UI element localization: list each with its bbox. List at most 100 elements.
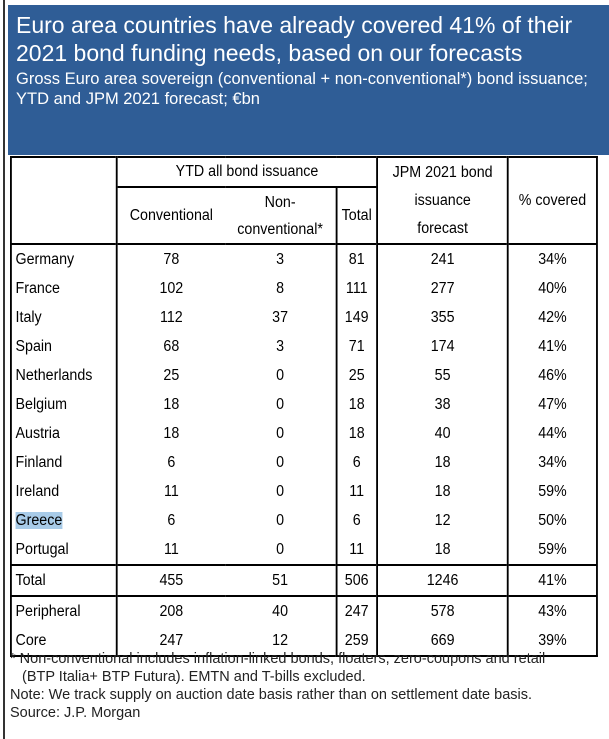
col-nonconventional: Non- conventional* (224, 186, 337, 244)
cell: 34% (507, 448, 597, 477)
cell: 43% (507, 595, 597, 626)
table-row: Ireland 11 0 11 18 59% (11, 477, 597, 506)
col-total: Total (335, 186, 378, 244)
footnote: * Non-conventional includes inflation-li… (10, 651, 546, 667)
col-label: Non- (264, 193, 296, 211)
cell: 40% (507, 274, 597, 303)
row-label-text: Portugal (15, 540, 69, 558)
table-row: Belgium 18 0 18 38 47% (11, 390, 597, 419)
source: Source: J.P. Morgan (10, 705, 141, 721)
row-label-text: Italy (15, 308, 42, 326)
table-row: Greece 6 0 6 12 50% (11, 506, 597, 535)
cell: 11 (335, 477, 378, 506)
cell: 259 (335, 626, 378, 656)
cell: 25 (115, 361, 225, 390)
row-label: Italy (11, 303, 117, 332)
cell: 18 (376, 477, 508, 506)
cell: 6 (115, 506, 225, 535)
row-label-text: Total (15, 571, 46, 589)
row-label: Core (11, 626, 117, 656)
table-row: Italy 112 37 149 355 42% (11, 303, 597, 332)
col-label: issuance (414, 191, 471, 209)
cell: 18 (376, 535, 508, 565)
cell: 149 (335, 303, 378, 332)
row-label: Peripheral (10, 595, 117, 626)
cell: 8 (276, 279, 285, 297)
cell: 44% (507, 419, 597, 448)
issuance-table: YTD all bond issuance JPM 2021 bond issu… (10, 156, 598, 657)
row-label: Austria (11, 419, 117, 448)
row-label-text: Netherlands (15, 366, 93, 384)
cell: 50% (507, 506, 597, 535)
cell: 6 (335, 448, 378, 477)
cell: 0 (276, 453, 285, 471)
cell: 6 (335, 506, 378, 535)
cell: 41% (507, 332, 597, 361)
cell: 11 (335, 535, 378, 565)
cell: 18 (115, 419, 225, 448)
row-label-text: Spain (15, 337, 53, 355)
cell: 41% (507, 564, 597, 596)
cell: 3 (276, 337, 285, 355)
cell: 11 (115, 535, 225, 565)
cell: 81 (335, 243, 378, 274)
cell: 0 (276, 511, 285, 529)
cell: 51 (224, 564, 337, 596)
page-border (3, 0, 5, 739)
cell: 174 (376, 332, 508, 361)
cell: 0 (276, 395, 285, 413)
cell: 18 (335, 419, 378, 448)
cell: 40 (376, 419, 508, 448)
row-label: Spain (11, 332, 117, 361)
row-label-text: Ireland (15, 482, 60, 500)
cell: 6 (115, 448, 225, 477)
cell: 38 (376, 390, 508, 419)
row-label-text: Core (15, 631, 47, 649)
row-label: Portugal (11, 535, 117, 565)
col-label: JPM 2021 bond (392, 163, 493, 181)
cell: 18 (376, 448, 508, 477)
cell: 111 (335, 274, 378, 303)
row-label: Belgium (11, 390, 117, 419)
table-row: Germany 78 3 81 241 34% (10, 243, 597, 274)
row-label-text: Greece (15, 511, 63, 529)
group-header: YTD all bond issuance (115, 157, 378, 187)
row-label: Netherlands (11, 361, 117, 390)
cell: 37 (272, 308, 289, 326)
cell: 455 (115, 564, 225, 596)
cell: 12 (376, 506, 508, 535)
cell: 0 (276, 540, 285, 558)
row-label-text: Finland (15, 453, 63, 471)
cell: 71 (335, 332, 378, 361)
cell: 0 (276, 424, 285, 442)
table-row: France 102 8 111 277 40% (11, 274, 597, 303)
col-covered: % covered (507, 157, 597, 244)
row-label: Finland (11, 448, 117, 477)
col-label: forecast (417, 219, 468, 237)
cell: 78 (115, 243, 225, 274)
cell: 3 (224, 243, 337, 274)
cell: 18 (115, 390, 225, 419)
page-subtitle: Gross Euro area sovereign (conventional … (16, 70, 588, 108)
row-label: France (11, 274, 117, 303)
col-forecast: JPM 2021 bond issuance forecast (376, 157, 508, 244)
footnote: (BTP Italia+ BTP Futura). EMTN and T-bil… (22, 669, 366, 685)
row-label: Germany (10, 243, 117, 274)
cell: 18 (335, 390, 378, 419)
cell: 355 (376, 303, 508, 332)
table-row: Spain 68 3 71 174 41% (11, 332, 597, 361)
table-row: Austria 18 0 18 40 44% (11, 419, 597, 448)
table-row: Core 247 12 259 669 39% (11, 626, 597, 656)
cell: 578 (376, 595, 508, 626)
row-label: Ireland (11, 477, 117, 506)
table-row: Peripheral 208 40 247 578 43% (10, 595, 597, 626)
cell: 46% (507, 361, 597, 390)
cell: 247 (335, 595, 378, 626)
cell: 112 (115, 303, 225, 332)
cell: 55 (376, 361, 508, 390)
cell: 42% (507, 303, 597, 332)
cell: 506 (335, 564, 378, 596)
cell: 47% (507, 390, 597, 419)
cell: 12 (272, 631, 289, 649)
corner-cell (11, 157, 117, 244)
